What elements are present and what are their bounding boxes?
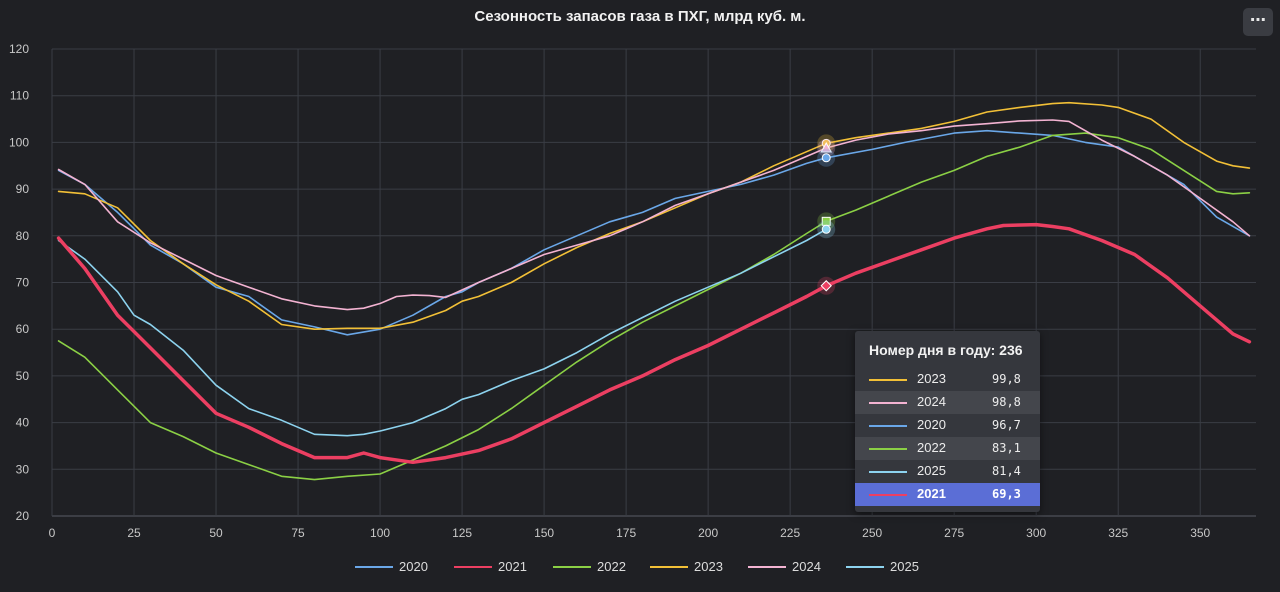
y-tick-label: 110 (10, 89, 29, 103)
series-line-2020[interactable] (57, 129, 1251, 336)
legend-label: 2020 (399, 559, 428, 574)
grid (51, 48, 1256, 517)
series-line-2024[interactable] (57, 119, 1251, 311)
x-tick-label: 250 (862, 526, 882, 540)
x-tick-label: 300 (1026, 526, 1046, 540)
tooltip-row-2025: 2025 81,4 (855, 460, 1040, 483)
y-tick-label: 100 (9, 135, 29, 149)
tooltip-row-2021: 2021 69,3 (855, 483, 1040, 506)
tooltip-value: 98,8 (992, 395, 1021, 409)
y-tick-label: 90 (16, 182, 30, 196)
x-tick-label: 325 (1108, 526, 1128, 540)
series-line-2023[interactable] (57, 101, 1251, 330)
legend-swatch (553, 566, 591, 568)
tooltip-series-name: 2020 (917, 417, 946, 432)
axes: 20 30 40 50 60 70 80 90 100 110 120 0 25 50 75 100 125 15… (9, 42, 1211, 540)
legend-swatch (846, 566, 884, 568)
tooltip-value: 96,7 (992, 418, 1021, 432)
series-line-2022[interactable] (57, 132, 1251, 481)
highlight-markers (817, 134, 836, 295)
x-tick-label: 175 (616, 526, 636, 540)
x-tick-label: 275 (944, 526, 964, 540)
marker-2024 (820, 141, 833, 153)
y-tick-label: 60 (16, 322, 30, 336)
tooltip-row-2024: 2024 98,8 (855, 391, 1040, 414)
tooltip-row-2022: 2022 83,1 (855, 437, 1040, 460)
tooltip-swatch (869, 448, 907, 450)
tooltip: Номер дня в году: 236 2023 99,8 2024 98,8 20… (855, 331, 1040, 512)
series-lines (56, 101, 1252, 481)
y-tick-label: 50 (16, 369, 30, 383)
legend-label: 2025 (890, 559, 919, 574)
x-tick-label: 25 (127, 526, 141, 540)
legend-swatch (650, 566, 688, 568)
legend-swatch (355, 566, 393, 568)
legend-label: 2023 (694, 559, 723, 574)
legend-label: 2021 (498, 559, 527, 574)
tooltip-swatch (869, 425, 907, 427)
y-tick-label: 30 (16, 462, 30, 476)
tooltip-swatch (869, 471, 907, 473)
x-tick-label: 350 (1190, 526, 1210, 540)
more-icon: ⋯ (1250, 10, 1266, 29)
x-tick-label: 225 (780, 526, 800, 540)
y-tick-label: 20 (16, 509, 30, 523)
tooltip-series-name: 2021 (917, 486, 946, 501)
x-tick-label: 125 (452, 526, 472, 540)
tooltip-row-2020: 2020 96,7 (855, 414, 1040, 437)
legend-swatch (454, 566, 492, 568)
tooltip-series-name: 2023 (917, 371, 946, 386)
tooltip-value: 69,3 (992, 487, 1021, 501)
marker-2020 (821, 153, 831, 163)
y-tick-label: 120 (9, 42, 29, 56)
y-tick-label: 70 (16, 276, 30, 290)
marker-2025 (821, 224, 831, 234)
legend-label: 2024 (792, 559, 821, 574)
series-line-2021[interactable] (56, 222, 1252, 465)
tooltip-series-name: 2025 (917, 463, 946, 478)
tooltip-swatch (869, 402, 907, 404)
tooltip-swatch (869, 379, 907, 381)
tooltip-row-2023: 2023 99,8 (855, 368, 1040, 391)
tooltip-swatch (869, 494, 907, 496)
chart-menu-button[interactable]: ⋯ (1243, 8, 1273, 36)
x-tick-label: 200 (698, 526, 718, 540)
tooltip-value: 99,8 (992, 372, 1021, 386)
chart-title: Сезонность запасов газа в ПХГ, млрд куб.… (474, 8, 805, 25)
y-tick-label: 80 (16, 229, 30, 243)
marker-2021 (820, 280, 832, 292)
x-tick-label: 50 (209, 526, 223, 540)
tooltip-value: 83,1 (992, 441, 1021, 455)
x-tick-label: 0 (49, 526, 56, 540)
x-tick-label: 75 (291, 526, 305, 540)
tooltip-title: Номер дня в году: 236 (869, 342, 1023, 358)
y-tick-label: 40 (16, 416, 30, 430)
legend-label: 2022 (597, 559, 626, 574)
legend-swatch (748, 566, 786, 568)
tooltip-value: 81,4 (992, 464, 1021, 478)
x-tick-label: 100 (370, 526, 390, 540)
tooltip-series-name: 2022 (917, 440, 946, 455)
tooltip-series-name: 2024 (917, 394, 946, 409)
x-tick-label: 150 (534, 526, 554, 540)
series-line-2025[interactable] (57, 228, 827, 437)
